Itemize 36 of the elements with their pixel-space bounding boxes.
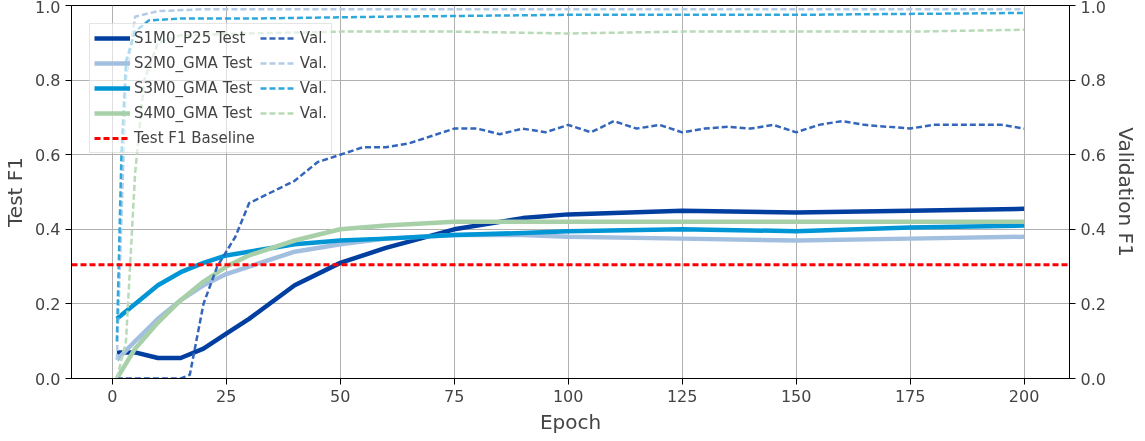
legend-label: S4M0_GMA Test [134,104,253,122]
y-tick-label: 0.8 [35,71,61,91]
legend-label: Val. [299,104,328,122]
x-tick-label: 200 [1008,386,1040,406]
y2-axis-title: Validation F1 [1113,127,1138,257]
y-tick-label: 0.4 [35,220,61,240]
x-tick-label: 125 [666,386,698,406]
legend-label: Val. [299,29,328,47]
legend-label: S3M0_GMA Test [134,79,253,97]
y2-tick-label: 0.2 [1080,294,1106,314]
y2-tick-label: 0.0 [1080,369,1106,389]
y-axis-title: Test F1 [3,157,28,228]
y-tick-label: 0.0 [35,369,61,389]
legend-label: S2M0_GMA Test [134,54,253,72]
x-tick-label: 150 [780,386,812,406]
x-tick-label: 50 [330,386,351,406]
x-tick-label: 100 [552,386,584,406]
y2-tick-label: 1.0 [1080,0,1106,17]
x-tick-label: 25 [216,386,237,406]
y-tick-label: 0.6 [35,145,61,165]
y-tick-label: 0.2 [35,294,61,314]
legend-label: Test F1 Baseline [134,129,255,147]
line-series [114,219,1027,379]
legend-label: S1M0_P25 Test [134,29,246,47]
y2-tick-label: 0.6 [1080,145,1106,165]
x-tick-label: 75 [444,386,465,406]
y2-tick-label: 0.8 [1080,71,1106,91]
x-axis-title: Epoch [539,409,602,434]
legend-label: Val. [299,54,328,72]
line-series [114,223,1027,322]
y2-tick-label: 0.4 [1080,220,1106,240]
line-series [114,206,1027,361]
y-tick-label: 1.0 [35,0,61,17]
x-tick-label: 0 [107,386,118,406]
legend-label: Val. [299,79,328,97]
x-tick-label: 175 [894,386,926,406]
